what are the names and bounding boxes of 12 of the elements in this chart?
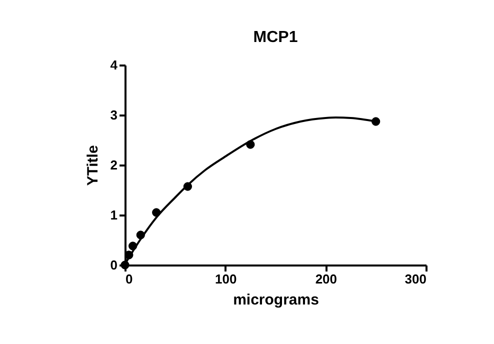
- x-axis-title: micrograms: [233, 292, 319, 308]
- x-tick-label: 300: [404, 272, 426, 286]
- y-tick-label: 3: [110, 108, 118, 122]
- y-tick-label: 4: [110, 58, 118, 72]
- y-tick-label: 2: [110, 158, 118, 172]
- x-tick-label: 0: [126, 272, 133, 286]
- x-tick-label: 200: [315, 272, 338, 286]
- chart-title: MCP1: [253, 29, 298, 46]
- y-axis-title: YTitle: [84, 145, 102, 186]
- y-tick-label: 1: [110, 208, 118, 222]
- y-tick-label: 0: [110, 258, 118, 272]
- x-tick-label: 100: [214, 272, 237, 286]
